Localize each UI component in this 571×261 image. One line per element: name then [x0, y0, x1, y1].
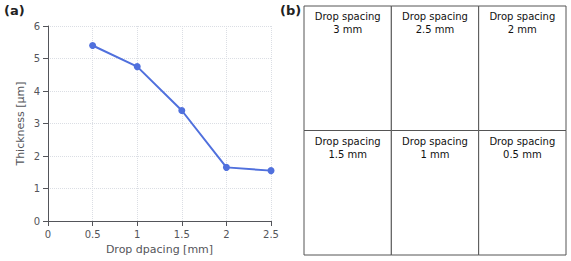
- svg-text:6: 6: [34, 21, 40, 32]
- svg-text:2.5 mm: 2.5 mm: [416, 24, 455, 35]
- svg-text:Drop spacing: Drop spacing: [315, 11, 381, 22]
- svg-text:Thickness [μm]: Thickness [μm]: [14, 81, 27, 166]
- svg-text:0: 0: [34, 216, 40, 227]
- svg-text:1.5 mm: 1.5 mm: [328, 149, 367, 160]
- svg-text:2: 2: [34, 151, 40, 162]
- svg-text:1 mm: 1 mm: [420, 149, 449, 160]
- svg-text:Drop spacing: Drop spacing: [402, 136, 468, 147]
- svg-text:(b): (b): [280, 3, 301, 18]
- svg-text:Drop spacing: Drop spacing: [489, 11, 555, 22]
- svg-text:1: 1: [34, 183, 40, 194]
- svg-text:0: 0: [45, 229, 51, 240]
- svg-text:Drop spacing: Drop spacing: [315, 136, 381, 147]
- svg-text:0.5 mm: 0.5 mm: [503, 149, 542, 160]
- svg-text:3 mm: 3 mm: [333, 24, 362, 35]
- svg-text:Drop dpacing [mm]: Drop dpacing [mm]: [106, 243, 213, 256]
- svg-text:4: 4: [34, 86, 40, 97]
- svg-text:1.5: 1.5: [174, 229, 190, 240]
- svg-text:1: 1: [134, 229, 140, 240]
- svg-text:5: 5: [34, 53, 40, 64]
- svg-text:Drop spacing: Drop spacing: [489, 136, 555, 147]
- svg-text:2.5: 2.5: [263, 229, 279, 240]
- svg-text:2 mm: 2 mm: [508, 24, 537, 35]
- svg-text:0.5: 0.5: [85, 229, 101, 240]
- svg-text:2: 2: [223, 229, 229, 240]
- svg-text:3: 3: [34, 118, 40, 129]
- svg-text:Drop spacing: Drop spacing: [402, 11, 468, 22]
- svg-text:(a): (a): [4, 3, 25, 18]
